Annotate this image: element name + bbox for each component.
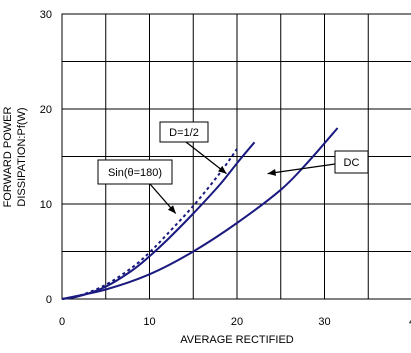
y-axis-label-line-2: DISSIPATION:Pf(W): [16, 107, 28, 206]
annotation-label-d-1-2: D=1/2: [169, 127, 199, 139]
annotation-arrow-d-1-2: [185, 141, 227, 175]
y-tick-label: 30: [40, 9, 52, 21]
series-group: [61, 127, 339, 300]
x-tick-label: 20: [231, 316, 243, 328]
y-axis-label-line-1: FORWARD POWER: [2, 107, 14, 208]
annotation-box-sin-180: [97, 159, 173, 185]
annotation-arrowhead-d-1-2: [218, 165, 227, 174]
annotation-arrowhead-sin-180: [167, 205, 176, 214]
annotation-box-d-1-2: [159, 121, 209, 143]
y-tick-label: 10: [40, 199, 52, 211]
annotations: D=1/2 Sin(θ=180) DC: [97, 121, 369, 214]
annotation-box-dc: [334, 150, 369, 174]
y-tick-label: 20: [40, 104, 52, 116]
y-tick-label: 0: [46, 294, 52, 306]
plot-frame: [61, 13, 411, 300]
x-tick-label: 0: [59, 316, 65, 328]
series-line-dc: [61, 127, 339, 300]
annotation-label-sin-180: Sin(θ=180): [108, 167, 162, 179]
annotation-label-dc: DC: [344, 157, 360, 169]
x-tick-label: 10: [143, 316, 155, 328]
tick-labels: 0 10 20 30 0 10 20 30 4: [40, 9, 411, 328]
x-axis-label: AVERAGE RECTIFIED: [180, 334, 294, 346]
x-tick-label: 30: [318, 316, 330, 328]
annotation-arrow-dc: [267, 163, 336, 175]
annotation-arrowhead-dc: [267, 169, 276, 176]
x-tick-label: 4: [409, 316, 411, 328]
